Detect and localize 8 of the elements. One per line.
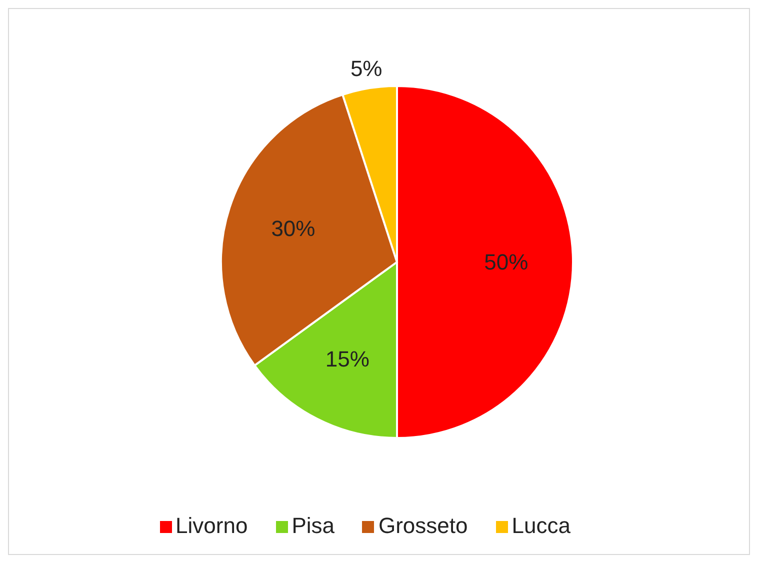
data-label: 15% (325, 346, 370, 372)
legend-label: Grosseto (378, 513, 468, 538)
data-label: 5% (350, 56, 382, 81)
legend-label: Pisa (292, 513, 334, 538)
data-label: 30% (271, 216, 316, 241)
data-label: 50% (484, 250, 528, 274)
legend-label: Livorno (176, 513, 248, 538)
legend-label: Lucca (512, 513, 570, 538)
